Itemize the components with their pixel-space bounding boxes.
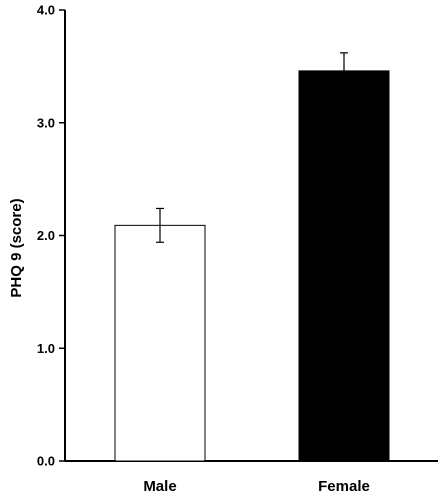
y-tick-label: 1.0 <box>37 341 55 356</box>
y-ticks: 0.0 1.0 2.0 3.0 4.0 <box>37 3 65 469</box>
x-category-label-male: Male <box>143 478 176 495</box>
bar-female <box>298 70 390 462</box>
y-tick-label: 0.0 <box>37 454 55 469</box>
y-axis-title: PHQ 9 (score) <box>8 198 25 297</box>
error-bar-male <box>156 207 164 243</box>
bar-male <box>114 224 206 462</box>
x-category-label-female: Female <box>318 478 370 495</box>
y-tick-label: 4.0 <box>37 3 55 18</box>
y-tick-label: 2.0 <box>37 228 55 243</box>
bars <box>114 52 390 462</box>
y-tick-label: 3.0 <box>37 115 55 130</box>
category-labels: Male Female <box>143 478 370 495</box>
error-bar-female <box>340 52 348 71</box>
